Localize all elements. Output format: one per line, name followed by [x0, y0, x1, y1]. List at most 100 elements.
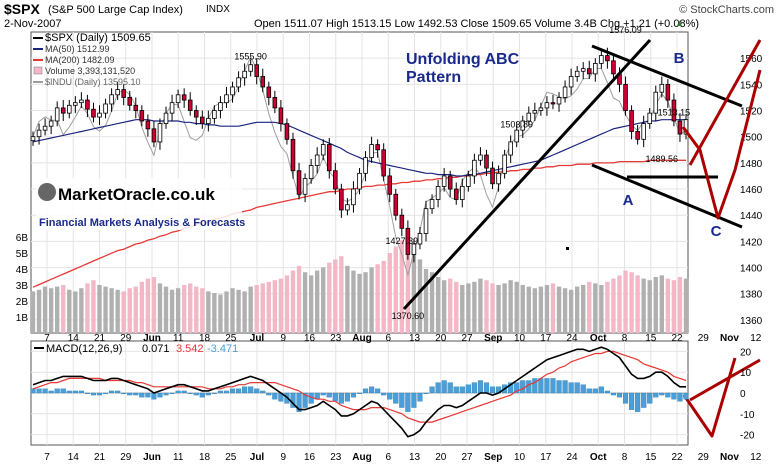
- macd-histogram-bar: [48, 390, 54, 394]
- macd-histogram-bar: [683, 392, 689, 400]
- volume-tick-label: 3B: [16, 281, 29, 292]
- macd-histogram-bar: [151, 392, 157, 400]
- macd-histogram-bar: [115, 390, 121, 394]
- candle-body: [339, 188, 344, 211]
- candle-body: [36, 129, 42, 138]
- volume-bar: [369, 267, 374, 333]
- macd-histogram-bar: [375, 388, 381, 394]
- candle-body: [381, 149, 386, 177]
- candle-body: [30, 136, 36, 142]
- price-x-tick-label: 6: [385, 333, 391, 344]
- macd-x-tick-label: 29: [698, 452, 710, 463]
- volume-bar: [97, 285, 102, 333]
- price-y-tick-label: 1560: [740, 54, 763, 65]
- price-x-tick-label: 18: [199, 333, 211, 344]
- forecast-macd-arrow: [682, 357, 737, 438]
- volume-bar: [206, 291, 211, 333]
- volume-bar: [345, 265, 350, 333]
- macd-histogram-bar: [338, 392, 344, 404]
- price-x-tick-label: 24: [566, 333, 578, 344]
- volume-bar: [544, 285, 550, 333]
- macd-histogram-bar: [84, 392, 90, 394]
- legend-spx-text: $SPX (Daily) 1509.65: [45, 32, 151, 44]
- candle-body: [605, 55, 610, 62]
- price-x-tick-label: 16: [304, 333, 316, 344]
- volume-bar: [308, 275, 314, 333]
- price-y-tick-label: 1400: [740, 264, 763, 275]
- volume-bar: [36, 289, 42, 333]
- volume-bar: [363, 272, 368, 333]
- candle-body: [302, 178, 308, 195]
- macd-histogram-bar: [417, 392, 423, 402]
- macd-x-tick-label: 7: [44, 452, 50, 463]
- macd-histogram-bar: [568, 382, 574, 394]
- price-point-label: 1513.15: [658, 108, 691, 118]
- macd-histogram-bar: [381, 392, 387, 396]
- candle-body: [538, 107, 544, 111]
- macd-x-tick-label: Sep: [484, 452, 502, 463]
- macd-histogram-bar: [665, 392, 671, 398]
- macd-histogram-bar: [187, 392, 193, 394]
- macd-x-tick-label: 9: [280, 452, 286, 463]
- macd-histogram-bar: [181, 390, 187, 394]
- volume-bar: [55, 286, 60, 333]
- volume-bar: [175, 288, 181, 333]
- candle-body: [460, 186, 465, 200]
- macd-histogram-bar: [66, 390, 72, 394]
- candle-body: [568, 76, 574, 88]
- macd-histogram-bar: [193, 392, 199, 396]
- macd-histogram-bar: [42, 388, 48, 394]
- volume-bar: [218, 294, 223, 333]
- macd-histogram-bar: [538, 378, 544, 394]
- chart-exchange: INDX: [206, 4, 230, 15]
- macd-x-tick-label: 6: [385, 452, 391, 463]
- volume-bar: [435, 277, 441, 333]
- macd-histogram-bar: [423, 392, 429, 394]
- candle-body: [363, 157, 368, 174]
- volume-tick-label: 5B: [16, 249, 29, 260]
- volume-bar: [611, 278, 616, 333]
- candle-body: [387, 175, 393, 195]
- macd-histogram-bar: [405, 392, 411, 412]
- price-y-tick-label: 1440: [740, 211, 763, 222]
- volume-bar: [127, 288, 132, 333]
- quote-summary: Open 1511.07 High 1513.15 Low 1492.53 Cl…: [254, 18, 700, 30]
- volume-bar: [254, 285, 259, 333]
- candle-body: [441, 175, 447, 187]
- macd-histogram-bar: [465, 384, 471, 394]
- volume-bar: [599, 285, 604, 333]
- price-point-label: 1503.89: [500, 119, 533, 129]
- macd-x-tick-label: 14: [68, 452, 80, 463]
- price-y-tick-label: 1500: [740, 133, 763, 144]
- price-x-tick-label: 11: [173, 333, 184, 344]
- price-point-label: 1555.90: [234, 51, 267, 61]
- candle-body: [671, 99, 677, 122]
- macd-histogram-bar: [36, 388, 42, 394]
- volume-bar: [42, 286, 48, 333]
- price-x-tick-label: Aug: [352, 333, 371, 344]
- candle-body: [629, 110, 634, 132]
- macd-x-tick-label: 18: [199, 452, 211, 463]
- volume-bar: [617, 275, 622, 333]
- macd-x-tick-label: Oct: [590, 452, 607, 463]
- annotation-title-line: Pattern: [406, 69, 461, 86]
- volume-bar: [230, 288, 235, 333]
- volume-bar: [393, 246, 398, 333]
- volume-bar: [48, 288, 54, 333]
- macd-histogram-bar: [629, 392, 635, 410]
- price-x-tick-label: Jul: [250, 333, 265, 344]
- volume-bar: [659, 275, 664, 333]
- macd-histogram-bar: [435, 382, 441, 394]
- volume-bar: [61, 285, 66, 333]
- volume-bar: [296, 265, 302, 333]
- volume-bar: [641, 278, 646, 333]
- volume-bar: [333, 259, 338, 333]
- volume-bar: [581, 285, 586, 333]
- candle-body: [399, 214, 405, 229]
- volume-bar: [532, 288, 538, 333]
- candle-body: [659, 83, 665, 93]
- candle-body: [345, 204, 350, 211]
- legend-ma200-text: MA(200) 1482.09: [45, 55, 115, 65]
- macd-histogram-bar: [635, 392, 641, 412]
- volume-bar: [423, 269, 429, 333]
